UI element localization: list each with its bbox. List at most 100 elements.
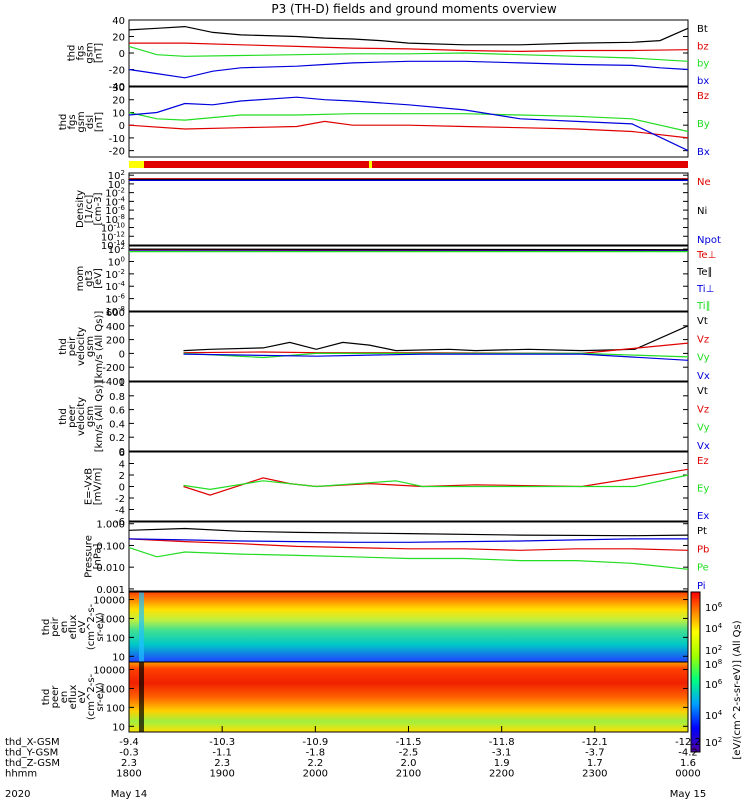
- quality-flag-segment: [369, 161, 372, 168]
- y-tick-label: 6: [119, 448, 125, 459]
- y-tick-label: -40: [109, 82, 125, 93]
- panel-frame: [128, 381, 689, 452]
- y-tick-label: 0.001: [96, 585, 125, 596]
- panel-4: 10210010-210-410-610-8momgt3[eV]Te⊥Te∥Ti…: [75, 243, 716, 318]
- y-tick-label: 1.000: [96, 520, 125, 531]
- x-tick-label: -3.1: [492, 748, 512, 759]
- y-tick-label: 1000: [100, 614, 125, 625]
- series-line-by: [128, 45, 689, 62]
- legend-entry: Ti∥: [696, 301, 711, 312]
- x-tick-label: 1.6: [680, 758, 696, 769]
- x-axis-date-label: May 14: [111, 789, 148, 800]
- x-tick-label: -10.3: [209, 737, 235, 748]
- y-tick-label: -200: [102, 363, 125, 374]
- y-tick-label: -6: [115, 517, 125, 528]
- y-tick-label: 200: [106, 336, 125, 347]
- legend-entry: Pt: [697, 526, 707, 537]
- y-tick-label: 600: [106, 308, 125, 319]
- panel-1: 40 20 0 -20 -40 thdfgsgsm[nT] Bt bz by bx: [67, 16, 710, 93]
- series-line-bx: [128, 96, 689, 152]
- colorbar-label: [eV/(cm^2-s-sr-eV)] (All Qs): [732, 620, 743, 759]
- y-axis-label: Pressure[nPa]: [84, 535, 104, 578]
- spectrogram: [129, 662, 688, 732]
- legend-entry: Bx: [697, 147, 710, 158]
- legend-entry: Bt: [697, 24, 708, 35]
- x-axis-date-label: May 15: [670, 789, 707, 800]
- y-tick-label: 2: [119, 471, 125, 482]
- y-axis-label-line: dsl: [85, 115, 96, 129]
- y-tick-label: 0.010: [96, 563, 125, 574]
- x-tick-label: 0000: [675, 769, 700, 780]
- panel-6: 1 0.8 0.6 0.4 0.2 0 thdpeervelocitygsm[km/s (A…: [58, 378, 710, 458]
- x-tick-label: -2.5: [399, 748, 419, 759]
- y-axis-label: thdfgsgsmdsl[nT]: [58, 111, 105, 132]
- y-tick-label: 0.4: [109, 419, 125, 430]
- y-tick-label: 102: [108, 169, 125, 182]
- y-axis-label-line: [cm-3]: [93, 192, 104, 225]
- x-tick-label: -11.5: [396, 737, 422, 748]
- x-tick-label: -11.8: [489, 737, 515, 748]
- y-tick-label: 20: [112, 96, 125, 107]
- series-line-bt: [128, 25, 689, 46]
- y-tick-label: 10-2: [105, 187, 125, 200]
- x-axis: thd_X-GSM -9.4 -10.3 -10.9 -11.5 -11.8 -12.1 -1…: [5, 726, 706, 800]
- y-axis-label-line: peir: [50, 616, 61, 636]
- y-axis-label-line: velocity: [76, 397, 87, 436]
- x-tick-label: -12.2: [675, 737, 701, 748]
- y-tick-label: 0: [119, 447, 125, 458]
- y-tick-label: 102: [108, 243, 125, 256]
- panel-frame: [128, 311, 689, 382]
- y-tick-label: 10: [112, 652, 125, 663]
- series-line-vy: [183, 352, 689, 359]
- colorbar-tick: 104: [705, 622, 723, 635]
- y-axis-label-line: fgs: [67, 114, 78, 129]
- x-tick-label: 2000: [303, 769, 328, 780]
- y-axis-label-line: eV: [77, 620, 88, 633]
- colorbar-tick: 104: [705, 709, 723, 722]
- y-axis-label-line: gsm: [76, 111, 87, 132]
- y-axis-label-line: eflux: [68, 615, 79, 640]
- y-tick-label: 0: [119, 49, 125, 60]
- y-axis-label-line: thd: [41, 689, 52, 706]
- y-tick-label: 0.6: [109, 406, 125, 417]
- y-tick-label: 0: [119, 349, 125, 360]
- panel-frame: [128, 19, 689, 87]
- y-axis-label-line: mom: [75, 266, 86, 292]
- panel-9: 10000 1000 100 10 thdpeirenefluxeV(cm^2-s-sr…: [41, 591, 689, 663]
- panel-10: 10000 1000 100 10 thdpeerenefluxeV(cm^2-s-sr…: [41, 661, 689, 733]
- y-axis-label-line: E=-VxB: [84, 468, 95, 505]
- y-axis-label-line: velocity: [76, 327, 87, 366]
- legend-entry: Ti⊥: [696, 284, 714, 295]
- y-tick-label: 10-10: [101, 222, 125, 235]
- y-tick-label: 0: [119, 121, 125, 132]
- colorbar-tick: 106: [705, 601, 723, 614]
- y-axis-label-line: [mV/m]: [93, 468, 104, 506]
- y-tick-label: 40: [112, 16, 125, 27]
- y-axis-label: E=-VxB[mV/m]: [84, 468, 104, 506]
- legend-entry: Vz: [697, 334, 709, 345]
- legend-entry: Ni: [697, 206, 707, 217]
- y-axis-label: momgt3[eV]: [75, 266, 104, 292]
- legend-entry: Ez: [697, 456, 709, 467]
- legend-entry: Vx: [697, 441, 710, 452]
- y-tick-label: 1: [119, 378, 125, 389]
- y-tick-label: 10-4: [105, 280, 125, 293]
- y-axis-label: thdfgsgsm[nT]: [67, 42, 105, 63]
- legend-entry: Vz: [697, 404, 709, 415]
- legend-entry: Vy: [697, 423, 710, 434]
- series-line-pt: [128, 527, 689, 537]
- x-tick-label: 2.0: [401, 758, 417, 769]
- series-line-bz: [128, 120, 689, 139]
- y-axis-label-line: thd: [58, 408, 69, 425]
- y-axis-label-line: en: [59, 621, 70, 634]
- x-axis-year-label: 2020: [5, 789, 30, 800]
- x-tick-label: -1.1: [212, 748, 232, 759]
- series-line-vt: [183, 325, 689, 352]
- y-axis-label-line: [nT]: [94, 43, 105, 63]
- spectrogram-gap: [139, 662, 144, 732]
- y-axis-label-line: thd: [58, 338, 69, 355]
- x-tick-label: -9.4: [119, 737, 139, 748]
